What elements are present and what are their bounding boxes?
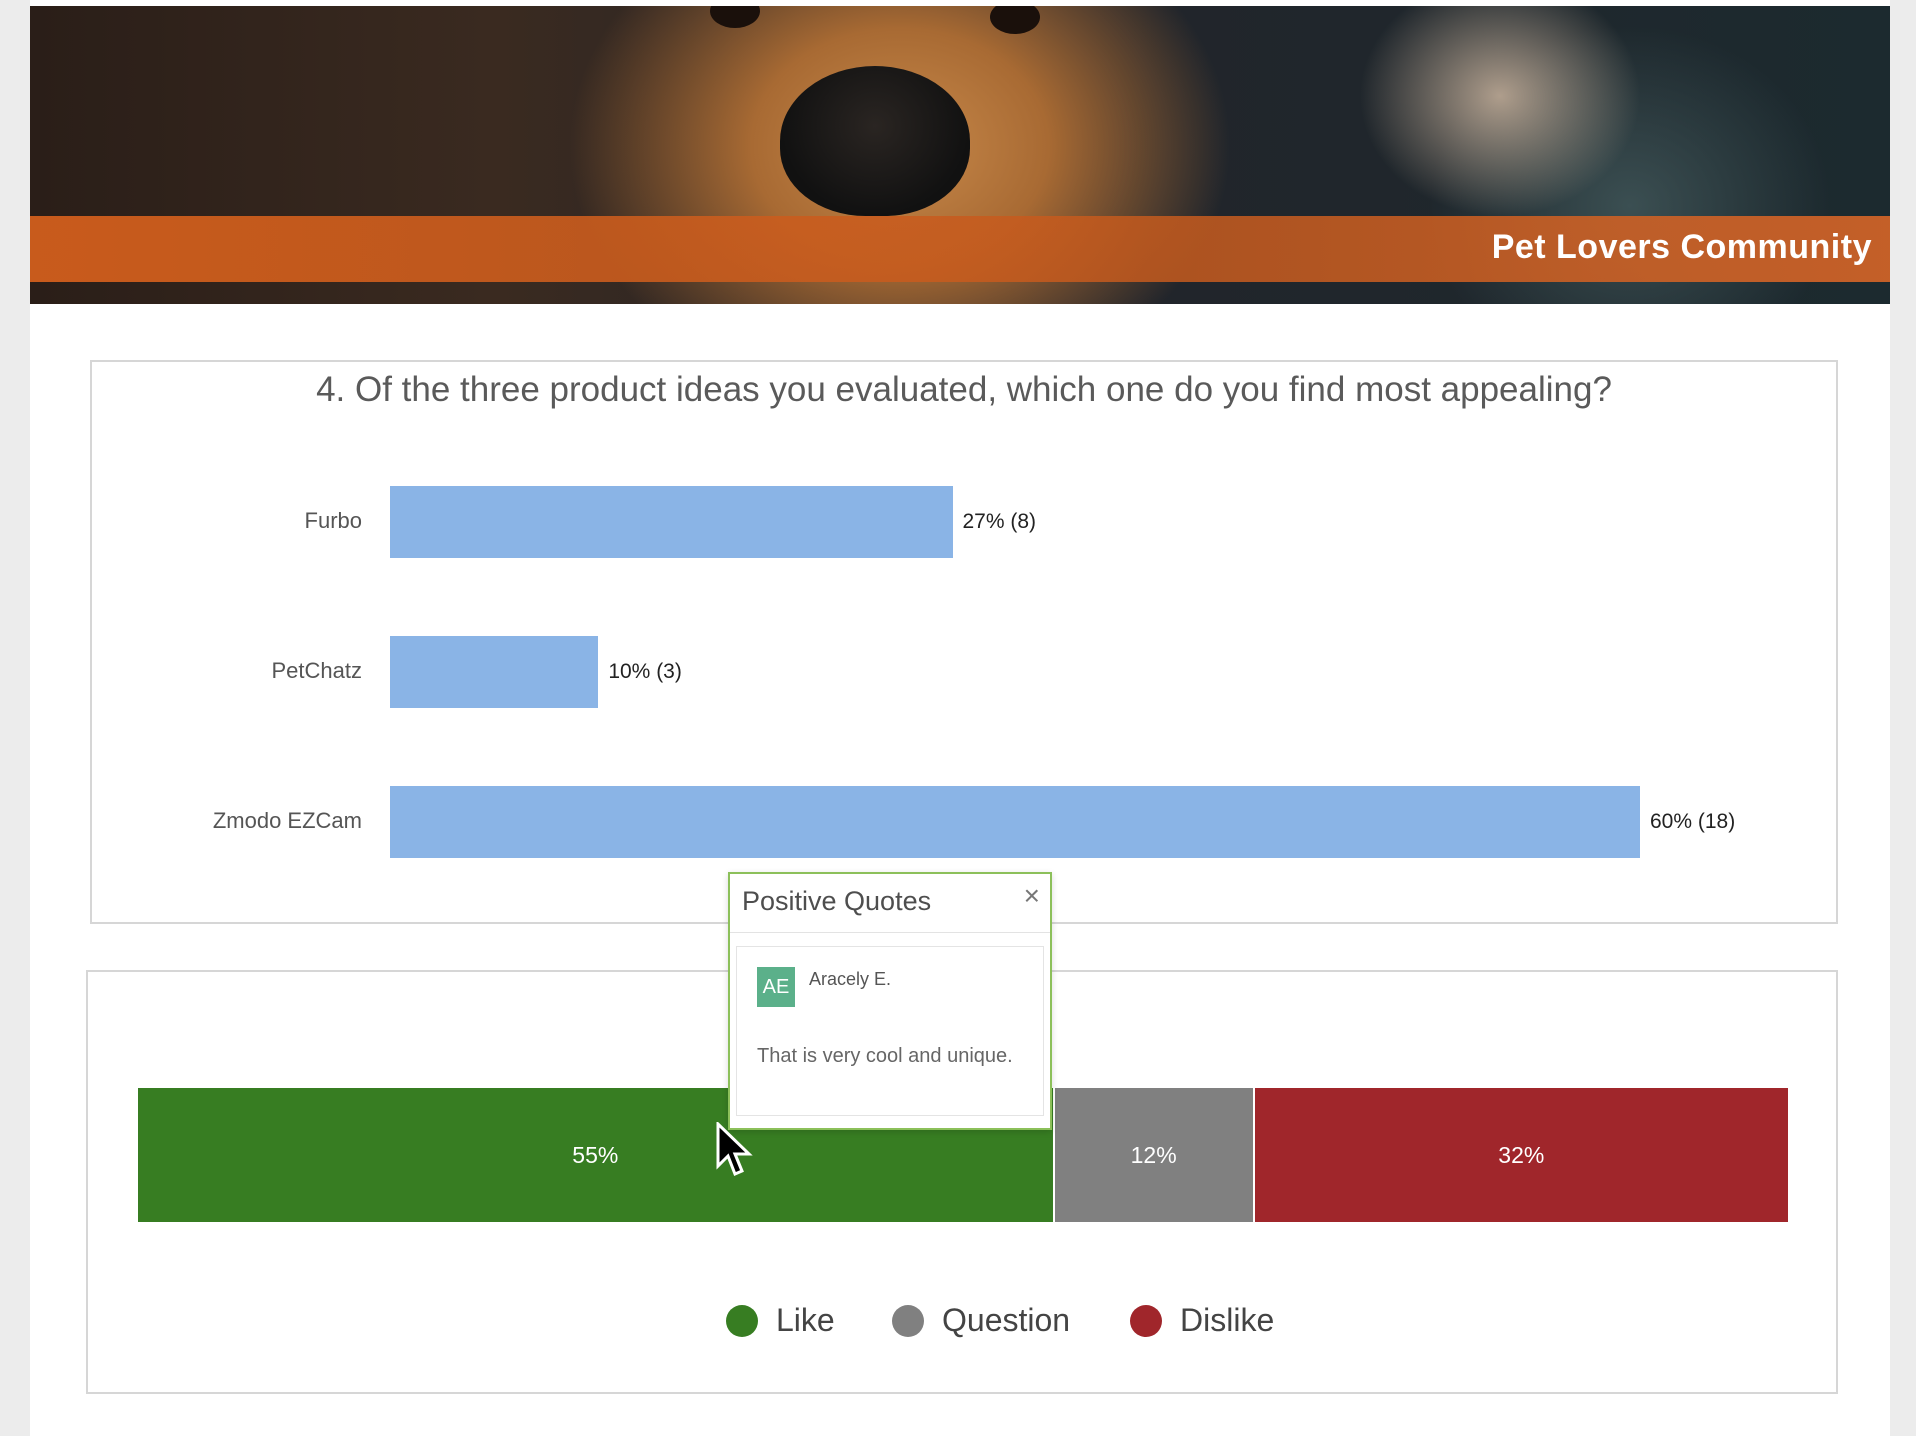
- bar-furbo[interactable]: [390, 486, 953, 558]
- question-chart-card: 4. Of the three product ideas you evalua…: [90, 360, 1838, 924]
- question-dot-icon: [892, 1304, 924, 1337]
- legend-label: Question: [942, 1302, 1071, 1338]
- survey-report-page: Pet Lovers Community 4. Of the three pro…: [30, 0, 1890, 1436]
- dog-eye-right: [990, 6, 1040, 34]
- dog-eye-left: [710, 6, 760, 28]
- legend-question[interactable]: Question: [892, 1302, 1070, 1339]
- dog-nose-image: [780, 66, 970, 216]
- bar-zmodo-ezcam[interactable]: [390, 786, 1640, 858]
- positive-quotes-popup: Positive Quotes × AE Aracely E. That is …: [728, 872, 1052, 1130]
- segment-question[interactable]: 12%: [1054, 1088, 1253, 1222]
- mouse-cursor-icon: [716, 1122, 753, 1176]
- bar-category-label: PetChatz: [271, 658, 363, 683]
- bar-category-label: Furbo: [304, 508, 362, 533]
- bar-value-label: 60% (18): [1650, 810, 1736, 833]
- bar-value-label: 27% (8): [962, 510, 1037, 533]
- like-dot-icon: [726, 1304, 758, 1337]
- close-icon[interactable]: ×: [1023, 880, 1040, 911]
- quote-card: AE Aracely E. That is very cool and uniq…: [736, 946, 1044, 1116]
- bar-petchatz[interactable]: [390, 636, 599, 708]
- header-banner: Pet Lovers Community: [30, 6, 1890, 304]
- popup-title: Positive Quotes: [742, 886, 932, 916]
- legend-like[interactable]: Like: [726, 1302, 835, 1339]
- legend-label: Like: [776, 1302, 835, 1338]
- bar-value-label: 10% (3): [608, 660, 682, 683]
- quote-text: That is very cool and unique.: [757, 1045, 1013, 1067]
- legend-dislike[interactable]: Dislike: [1130, 1302, 1274, 1339]
- legend-label: Dislike: [1180, 1302, 1275, 1338]
- segment-dislike[interactable]: 32%: [1254, 1088, 1788, 1222]
- quote-author: Aracely E.: [809, 969, 892, 989]
- brand-title: Pet Lovers Community: [1491, 228, 1872, 266]
- dislike-dot-icon: [1130, 1304, 1162, 1337]
- popup-divider: [730, 932, 1050, 933]
- question-title: 4. Of the three product ideas you evalua…: [316, 370, 1612, 409]
- bar-category-label: Zmodo EZCam: [212, 808, 362, 833]
- avatar: AE: [757, 967, 795, 1007]
- brand-band: [30, 216, 1890, 282]
